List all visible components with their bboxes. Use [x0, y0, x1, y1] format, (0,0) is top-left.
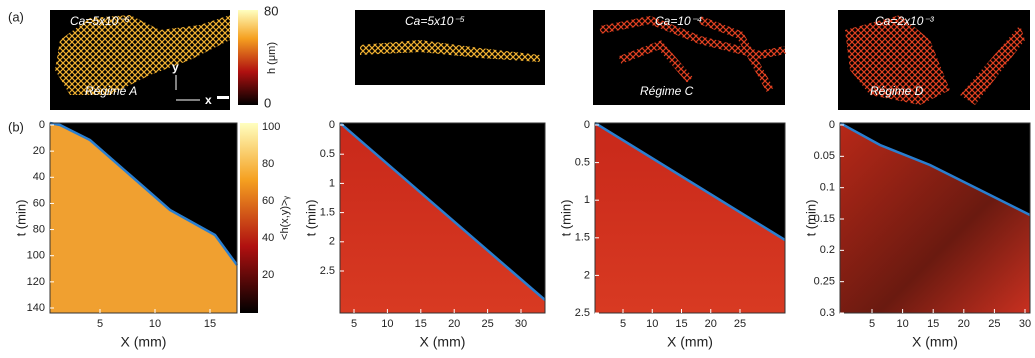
x-tick-label: 15 — [675, 318, 687, 330]
y-tick-label: 100 — [27, 250, 45, 262]
y-tick-label: 0.5 — [320, 148, 335, 160]
x-tick-label: 30 — [1019, 318, 1031, 330]
x-tick-label: 5 — [351, 318, 357, 330]
y-tick-label: 1 — [329, 177, 335, 189]
y-tick-label: 140 — [27, 302, 45, 314]
y-tick-label: 0.3 — [820, 307, 835, 319]
x-tick-label: 20 — [958, 318, 970, 330]
axis-arrow-label: y — [172, 60, 179, 74]
x-axis-label: X (mm) — [420, 334, 466, 350]
y-tick-label: 2.5 — [575, 307, 590, 319]
regime-label: Régime D — [870, 84, 924, 98]
y-tick-label: 1 — [584, 194, 590, 206]
y-axis-label: t (min) — [13, 200, 28, 237]
y-tick-label: 20 — [33, 145, 45, 157]
x-tick-label: 20 — [448, 318, 460, 330]
y-tick-label: 1.5 — [575, 232, 590, 244]
top-images — [50, 10, 1030, 110]
plot-frame — [594, 122, 786, 314]
colorbar-label: h (μm) — [266, 42, 278, 74]
x-tick-label: 15 — [415, 318, 427, 330]
colorbar-tick: 40 — [262, 232, 274, 244]
plot-frame — [839, 122, 1031, 314]
x-axis-label: X (mm) — [912, 334, 958, 350]
y-tick-label: 0.05 — [814, 150, 835, 162]
y-axis-label: t (min) — [803, 200, 818, 237]
colorbar-tick: 60 — [262, 195, 274, 207]
x-tick-label: 5 — [97, 318, 103, 330]
y-tick-label: 0.25 — [814, 276, 835, 288]
y-tick-label: 80 — [33, 223, 45, 235]
x-tick-label: 15 — [204, 318, 216, 330]
x-tick-label: 20 — [705, 318, 717, 330]
colorbar-tick: 100 — [262, 121, 280, 133]
ca-label: Ca=5x10⁻⁶ — [70, 14, 130, 28]
x-tick-label: 15 — [927, 318, 939, 330]
y-tick-label: 2 — [584, 269, 590, 281]
y-tick-label: 0.2 — [820, 244, 835, 256]
y-tick-label: 120 — [27, 276, 45, 288]
x-tick-label: 30 — [515, 318, 527, 330]
colorbar-label: <h(x,y)>ᵧ — [279, 196, 291, 240]
x-tick-label: 25 — [481, 318, 493, 330]
y-axis-label: t (min) — [303, 200, 318, 237]
ca-label: Ca=5x10⁻⁵ — [405, 14, 465, 28]
colorbar-max: 80 — [264, 3, 278, 18]
y-tick-label: 0 — [329, 119, 335, 131]
x-tick-label: 10 — [149, 318, 161, 330]
x-tick-label: 25 — [988, 318, 1000, 330]
y-axis-label: t (min) — [558, 200, 573, 237]
ca-label: Ca=10⁻⁴ — [655, 14, 702, 28]
panel-label: (a) — [8, 9, 24, 24]
y-tick-label: 0 — [829, 119, 835, 131]
y-tick-label: 0 — [39, 119, 45, 131]
regime-label: Régime B — [403, 84, 456, 98]
x-tick-label: 10 — [646, 318, 658, 330]
y-tick-label: 60 — [33, 197, 45, 209]
x-tick-label: 5 — [620, 318, 626, 330]
y-tick-label: 2 — [329, 236, 335, 248]
y-tick-label: 0 — [584, 119, 590, 131]
colorbar-min: 0 — [264, 95, 271, 110]
ca-label: Ca=2x10⁻³ — [875, 14, 935, 28]
plot-frame — [49, 122, 238, 314]
plot-frame — [339, 122, 546, 314]
x-axis-label: X (mm) — [121, 334, 167, 350]
x-tick-label: 5 — [869, 318, 875, 330]
x-tick-label: 25 — [734, 318, 746, 330]
axis-arrow-label: x — [205, 93, 212, 107]
regime-label: Régime A — [85, 84, 137, 98]
regime-label: Régime C — [640, 84, 694, 98]
x-tick-label: 10 — [896, 318, 908, 330]
y-tick-label: 0.15 — [814, 213, 835, 225]
panel-label: (b) — [8, 119, 24, 134]
y-tick-label: 2.5 — [320, 265, 335, 277]
y-tick-label: 1.5 — [320, 207, 335, 219]
y-tick-label: 0.1 — [820, 182, 835, 194]
colorbar-tick: 20 — [262, 269, 274, 281]
y-tick-label: 0.5 — [575, 157, 590, 169]
y-tick-label: 40 — [33, 171, 45, 183]
x-axis-label: X (mm) — [667, 334, 713, 350]
x-tick-label: 10 — [381, 318, 393, 330]
bottom-images — [49, 121, 1031, 313]
colorbar-tick: 80 — [262, 158, 274, 170]
